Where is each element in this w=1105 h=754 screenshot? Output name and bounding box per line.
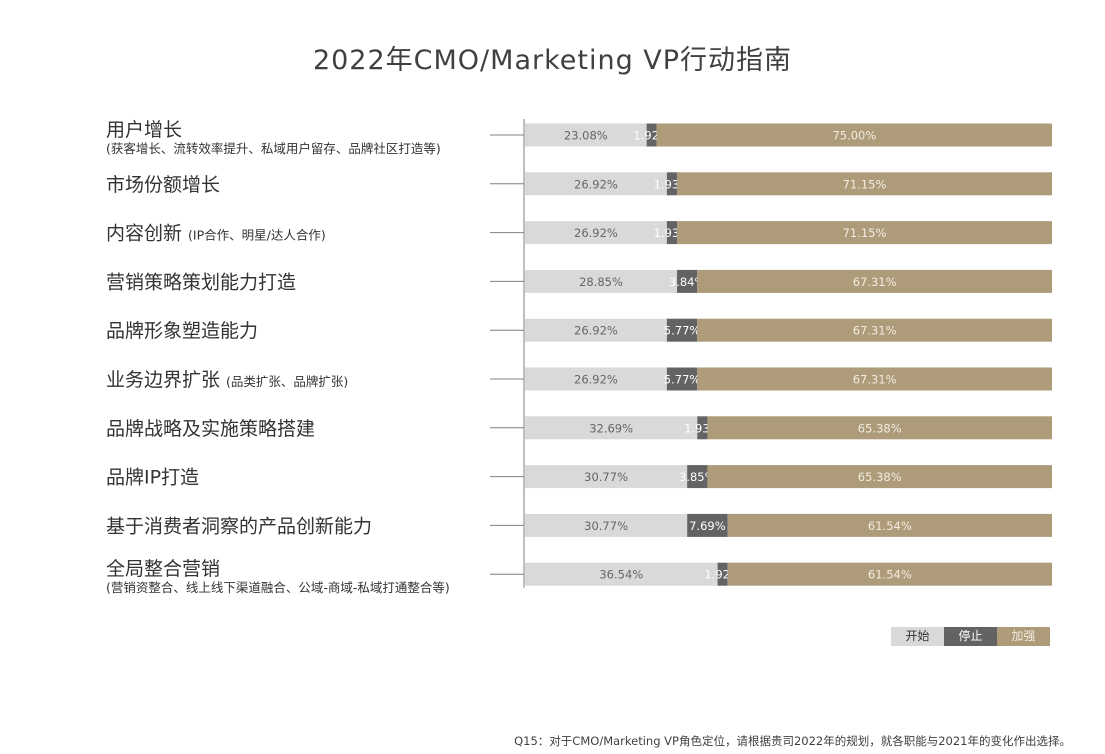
data-label: 65.38%: [858, 470, 902, 484]
data-label: 23.08%: [564, 129, 608, 143]
category-label-main: 全局整合营销: [106, 558, 220, 580]
category-label-main: 市场份额增长: [106, 174, 220, 196]
bar-segment-停止: [646, 123, 657, 147]
data-label: 26.92%: [574, 177, 618, 191]
legend-item-停止: 停止: [944, 627, 997, 646]
bar-segment-停止: [666, 367, 698, 391]
bar-segment-开始: [525, 318, 667, 342]
data-label: 67.31%: [853, 275, 897, 289]
bar-segment-加强: [656, 123, 1052, 147]
data-label: 75.00%: [832, 129, 876, 143]
data-label: 36.54%: [599, 568, 643, 582]
bar-segment-加强: [677, 172, 1052, 196]
category-label: 全局整合营销: [106, 558, 220, 580]
category-label-main: 品牌IP打造: [106, 467, 199, 489]
category-label: 内容创新 (IP合作、明星/达人合作): [106, 223, 326, 245]
bar-segment-开始: [525, 513, 688, 537]
category-label-main: 品牌战略及实施策略搭建: [106, 418, 315, 440]
category-label-note: (IP合作、明星/达人合作): [188, 228, 326, 243]
data-label: 5.77%: [664, 373, 701, 387]
footnote: Q15：对于CMO/Marketing VP角色定位，请根据贵司2022年的规划…: [514, 734, 1071, 748]
category-label-note: (获客增长、流转效率提升、私域用户留存、品牌社区打造等): [106, 141, 441, 156]
category-label: 品牌战略及实施策略搭建: [106, 418, 315, 440]
category-label: 用户增长: [106, 119, 182, 141]
bar-segment-停止: [677, 269, 698, 293]
category-label: 品牌IP打造: [106, 467, 199, 489]
bar-segment-开始: [525, 123, 647, 147]
bar-segment-加强: [677, 221, 1052, 245]
data-label: 67.31%: [853, 324, 897, 338]
bar-segment-加强: [707, 416, 1052, 440]
category-label: 营销策略策划能力打造: [106, 271, 296, 293]
bar-segment-停止: [666, 172, 678, 196]
data-label: 61.54%: [868, 568, 912, 582]
bar-segment-停止: [717, 562, 728, 586]
data-label: 65.38%: [858, 421, 902, 435]
legend-item-加强: 加强: [997, 627, 1050, 646]
category-label-main: 基于消费者洞察的产品创新能力: [106, 515, 372, 537]
data-label: 71.15%: [843, 177, 887, 191]
data-label: 3.84%: [669, 275, 706, 289]
category-label-main: 内容创新: [106, 223, 182, 245]
bar-segment-加强: [697, 367, 1052, 391]
bar-segment-开始: [525, 416, 698, 440]
chart-title: 2022年CMO/Marketing VP行动指南: [312, 45, 793, 76]
bar-segment-加强: [727, 562, 1052, 586]
data-label: 30.77%: [584, 470, 628, 484]
data-label: 67.31%: [853, 373, 897, 387]
bar-segment-加强: [707, 465, 1052, 489]
bar-segment-停止: [697, 416, 708, 440]
bar-segment-停止: [666, 318, 698, 342]
category-label-main: 品牌形象塑造能力: [106, 320, 258, 342]
bar-segment-加强: [697, 318, 1052, 342]
bar-segment-开始: [525, 465, 688, 489]
data-label: 5.77%: [664, 324, 701, 338]
category-label: 品牌形象塑造能力: [106, 320, 258, 342]
data-label: 7.69%: [689, 519, 726, 533]
data-label: 71.15%: [843, 226, 887, 240]
bar-segment-加强: [697, 269, 1052, 293]
data-label: 3.85%: [679, 470, 716, 484]
bar-segment-停止: [666, 221, 678, 245]
bar-segment-开始: [525, 221, 667, 245]
category-label-main: 用户增长: [106, 119, 182, 141]
bar-segment-开始: [525, 367, 667, 391]
category-label: 业务边界扩张 (品类扩张、品牌扩张): [106, 369, 348, 391]
category-label-note: (品类扩张、品牌扩张): [226, 374, 348, 389]
data-label: 26.92%: [574, 373, 618, 387]
category-label: 市场份额增长: [106, 174, 220, 196]
legend: 开始 停止 加强: [891, 627, 1050, 646]
bar-segment-开始: [525, 172, 667, 196]
category-label-main: 营销策略策划能力打造: [106, 271, 296, 293]
bar-segment-开始: [525, 562, 718, 586]
data-label: 26.92%: [574, 324, 618, 338]
legend-item-开始: 开始: [891, 627, 944, 646]
category-label: 基于消费者洞察的产品创新能力: [106, 515, 372, 537]
bar-segment-停止: [687, 513, 728, 537]
data-label: 30.77%: [584, 519, 628, 533]
category-label-note: (营销资整合、线上线下渠道融合、公域-商域-私域打通整合等): [106, 580, 450, 595]
category-label-main: 业务边界扩张: [106, 369, 220, 391]
bar-segment-开始: [525, 269, 678, 293]
data-label: 28.85%: [579, 275, 623, 289]
data-label: 61.54%: [868, 519, 912, 533]
data-label: 32.69%: [589, 421, 633, 435]
data-label: 26.92%: [574, 226, 618, 240]
bar-segment-停止: [687, 465, 708, 489]
bar-segment-加强: [727, 513, 1052, 537]
